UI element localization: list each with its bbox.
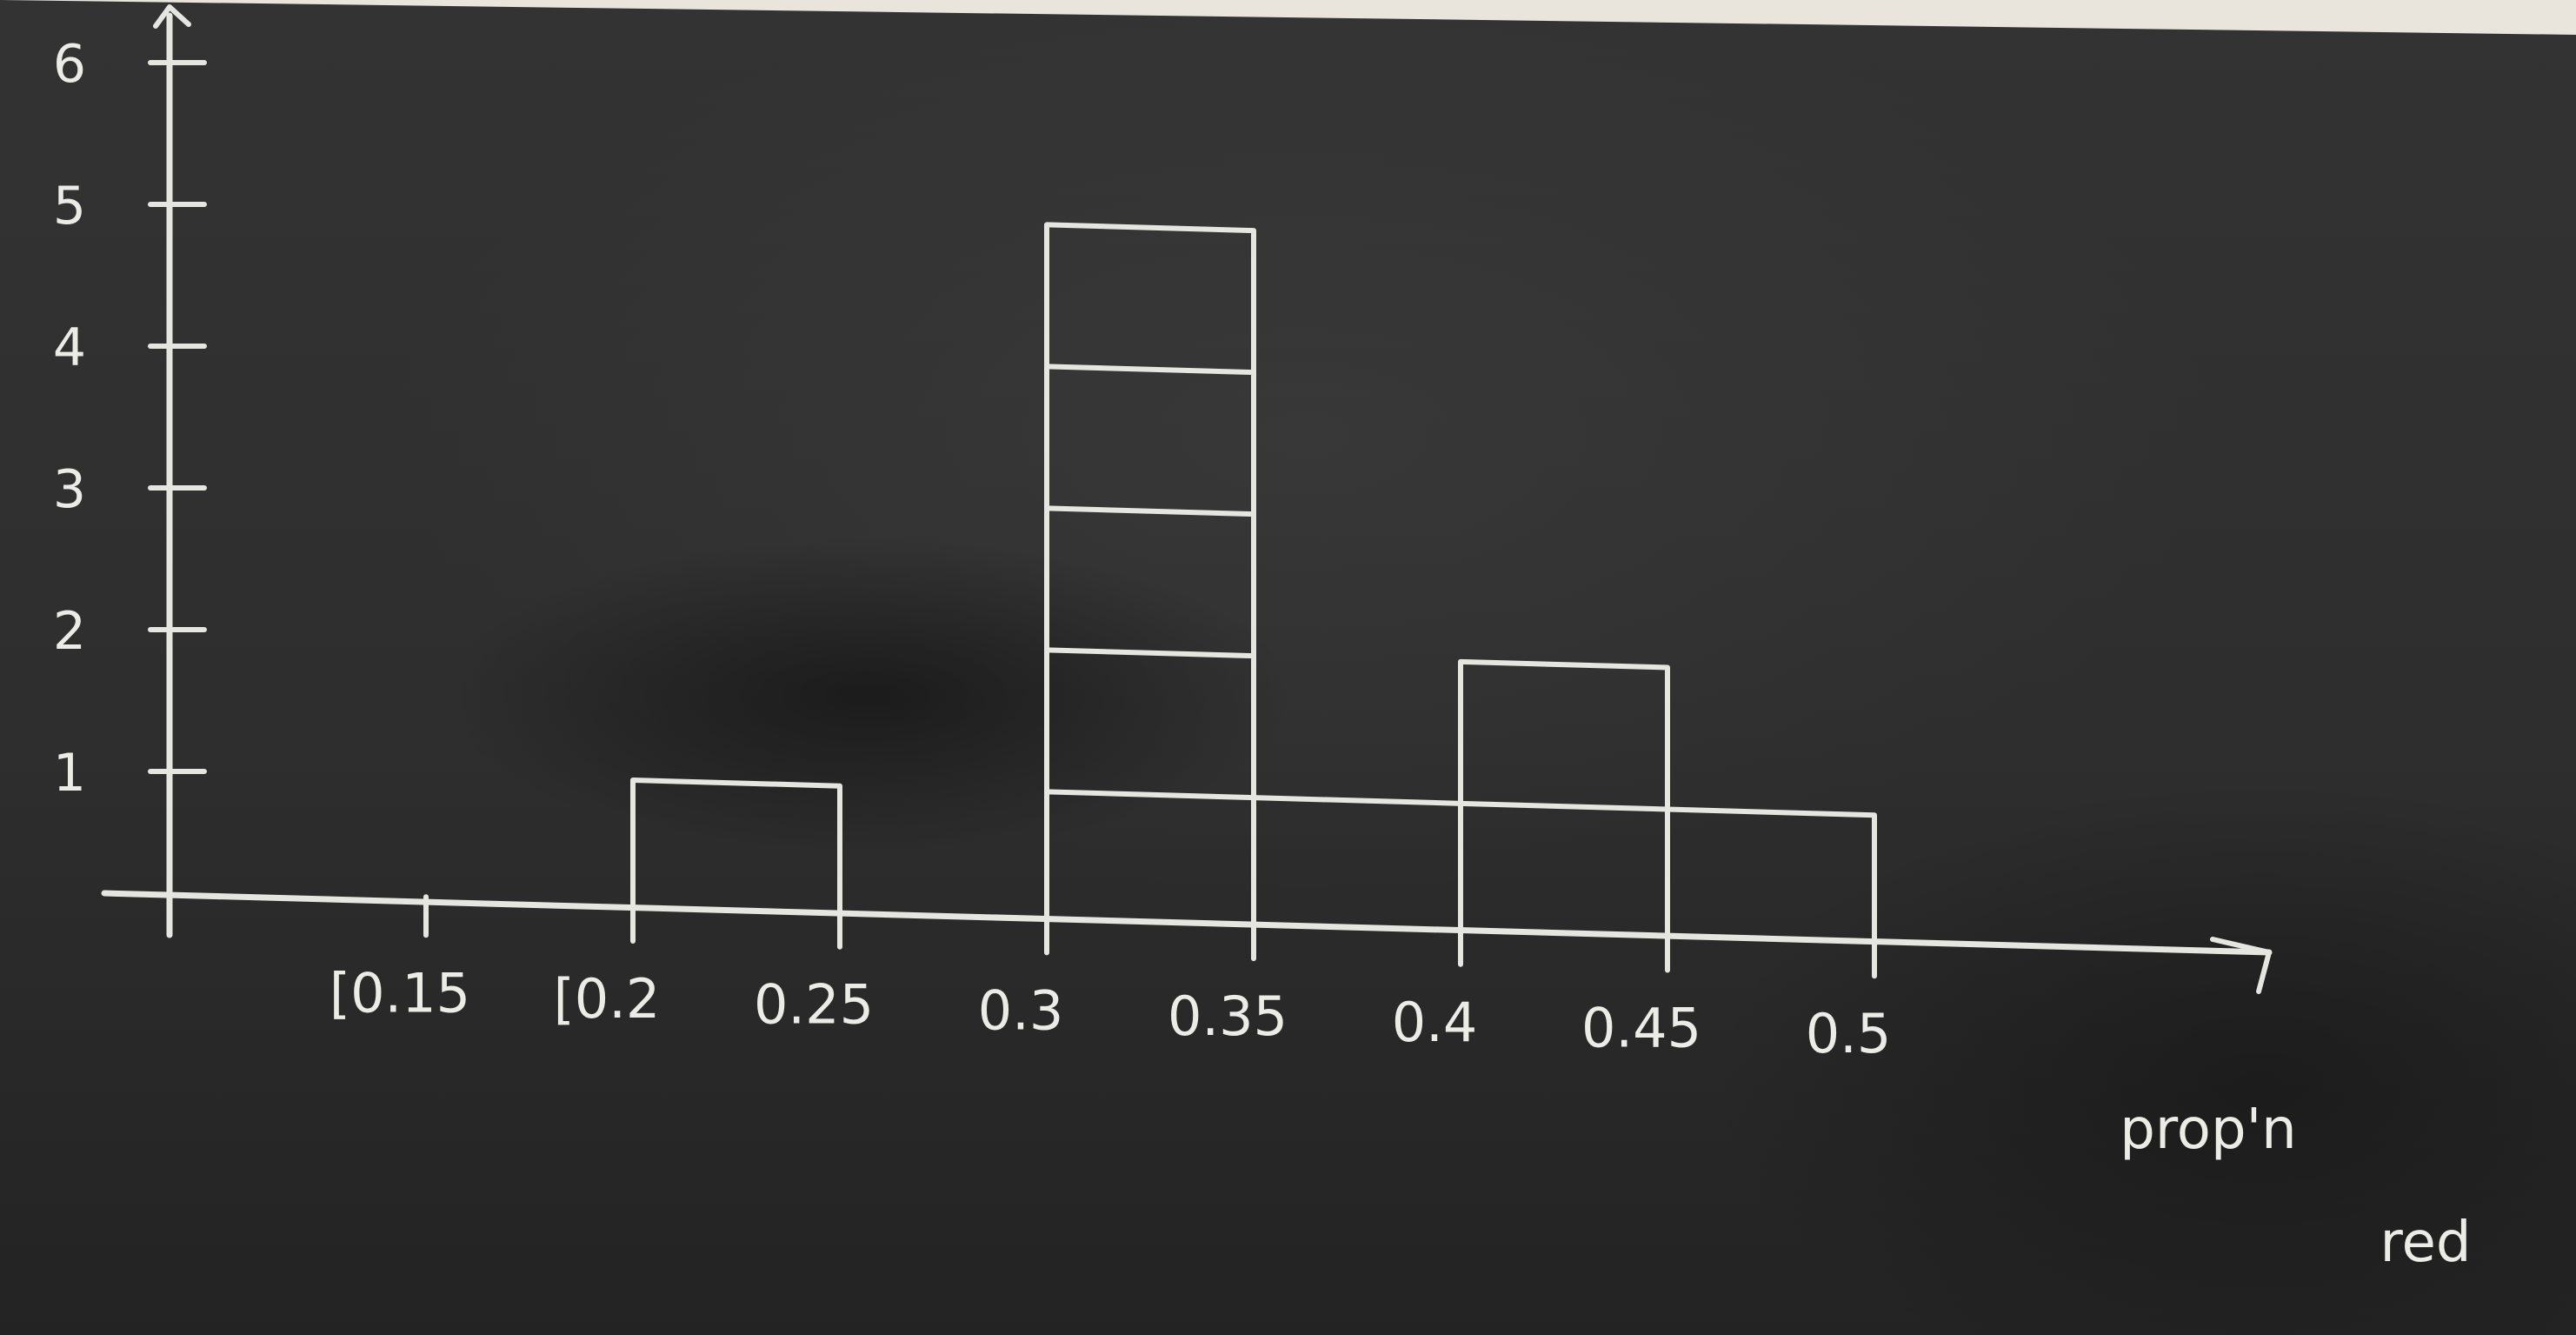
bar-1-unit-1 [1044,647,1256,801]
y-axis-arrowhead [153,4,191,29]
bar-0-unit-0 [630,778,842,931]
bar-1-unit-2 [1044,505,1256,659]
y-tick-label-3: 4 [53,317,86,378]
chart-axes [101,4,2273,994]
chart-bars [630,222,1877,960]
x-tick-label-3: 0.3 [978,978,1064,1042]
bar-1-unit-3 [1044,364,1256,517]
x-tick-label-5: 0.4 [1392,991,1478,1054]
y-tick-label-4: 5 [53,176,86,237]
x-axis-ticks: [0.15 [0.2 0.25 0.3 0.35 0.4 0.45 0.5 [329,894,1892,1065]
y-tick-label-5: 6 [53,34,86,95]
x-axis-arrowhead [2210,937,2272,994]
bar-1-unit-4 [1044,222,1256,376]
bar-3-unit-1 [1458,658,1670,812]
x-tick-label-6: 0.45 [1581,997,1701,1060]
x-axis-label-line-1: prop'n [2120,1098,2296,1162]
x-tick-label-1: [0.2 [554,967,661,1031]
x-axis-line [101,890,2273,956]
x-tick-label-4: 0.35 [1168,985,1288,1048]
x-tick-label-7: 0.5 [1806,1002,1892,1065]
x-tick-label-0: [0.15 [329,961,470,1025]
y-tick-label-2: 3 [53,459,86,520]
y-tick-label-1: 2 [53,601,86,662]
bar-4-unit-0 [1665,806,1877,960]
x-tick-label-2: 0.25 [754,973,874,1037]
y-tick-label-0: 1 [53,743,86,804]
y-axis-ticks: 1 2 3 4 5 6 [53,34,207,804]
x-axis-label-line-2: red [2380,1211,2472,1275]
